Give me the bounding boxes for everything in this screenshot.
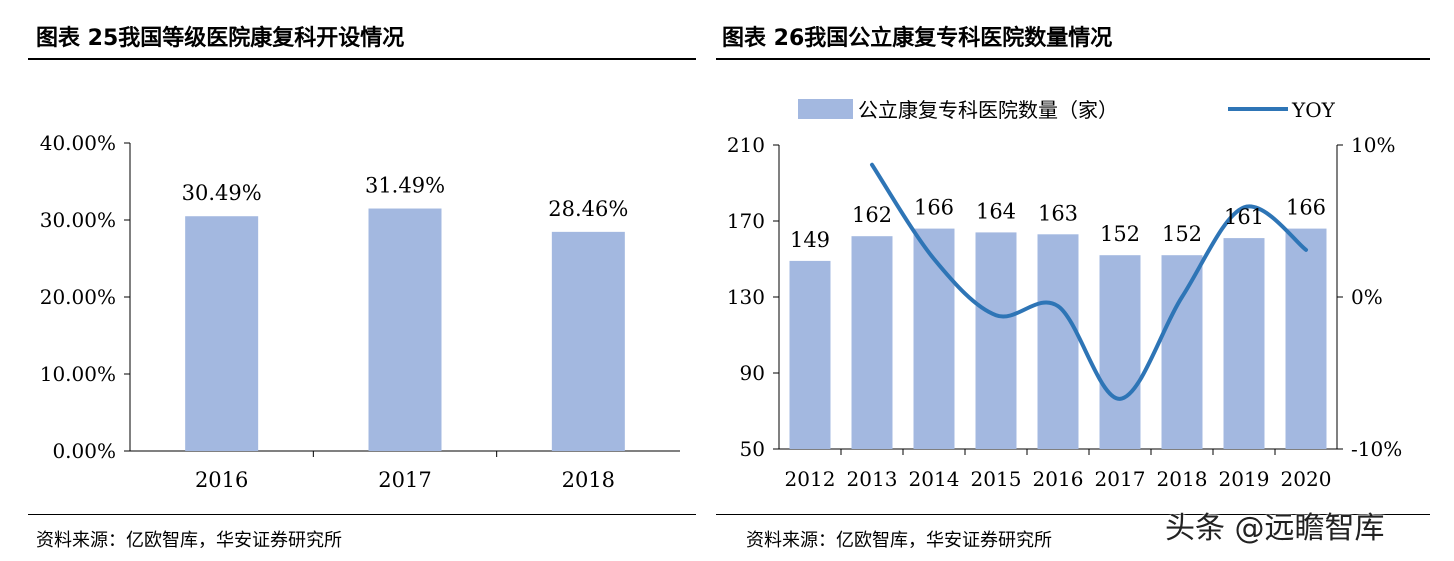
x-tick-label: 2018 bbox=[562, 468, 615, 492]
x-tick-label: 2013 bbox=[847, 467, 898, 491]
bar bbox=[1285, 228, 1327, 449]
right-combo-chart: 50 90 130 170 210 -10% 0% 10% 2012 2013 2014 2015 20… bbox=[727, 98, 1402, 491]
x-tick-label: 2019 bbox=[1219, 467, 1270, 491]
x-tick-label: 2017 bbox=[378, 468, 431, 492]
x-tick-label: 2014 bbox=[909, 467, 960, 491]
left-y-tick-label: 170 bbox=[727, 209, 765, 233]
yoy-line bbox=[870, 162, 1308, 401]
right-y-tick-label: 0% bbox=[1351, 285, 1383, 309]
data-label: 152 bbox=[1162, 222, 1202, 246]
left-source-note: 资料来源：亿欧智库，华安证券研究所 bbox=[36, 530, 342, 551]
right-title-rule bbox=[716, 58, 1430, 60]
legend-bar-label: 公立康复专科医院数量（家） bbox=[858, 98, 1118, 122]
x-tick-label: 2016 bbox=[195, 468, 248, 492]
data-label: 164 bbox=[976, 199, 1016, 223]
legend-bar-swatch bbox=[798, 99, 853, 119]
y-tick-label: 40.00% bbox=[40, 131, 116, 155]
watermark: 头条 @远瞻智库 bbox=[1165, 511, 1385, 546]
bar bbox=[789, 260, 831, 449]
bar bbox=[368, 208, 442, 451]
data-label: 152 bbox=[1100, 222, 1140, 246]
x-tick-label: 2012 bbox=[785, 467, 836, 491]
left-bar-chart: 0.00% 10.00% 20.00% 30.00% 40.00% 30.49% 2016 3… bbox=[40, 131, 680, 492]
left-title-rule bbox=[28, 58, 696, 60]
left-y-tick-label: 210 bbox=[727, 133, 765, 157]
y-tick-label: 0.00% bbox=[52, 439, 116, 463]
bar bbox=[1037, 234, 1079, 449]
data-label: 163 bbox=[1038, 201, 1078, 225]
x-tick-label: 2018 bbox=[1157, 467, 1208, 491]
x-tick-label: 2020 bbox=[1281, 467, 1332, 491]
legend-line-label: YOY bbox=[1291, 98, 1336, 122]
data-label: 31.49% bbox=[365, 174, 445, 198]
left-source-rule bbox=[28, 514, 696, 515]
bar bbox=[1223, 238, 1265, 449]
bar bbox=[851, 236, 893, 449]
data-label: 162 bbox=[852, 203, 892, 227]
data-label: 30.49% bbox=[182, 181, 262, 205]
data-label: 166 bbox=[1286, 196, 1326, 220]
bar bbox=[551, 231, 625, 451]
right-source-note: 资料来源：亿欧智库，华安证券研究所 bbox=[746, 530, 1052, 551]
bar bbox=[975, 232, 1017, 449]
y-tick-label: 30.00% bbox=[40, 208, 116, 232]
right-chart-title: 图表 26我国公立康复专科医院数量情况 bbox=[722, 26, 1113, 51]
right-y-tick-label: 10% bbox=[1351, 133, 1395, 157]
y-tick-label: 10.00% bbox=[40, 362, 116, 386]
x-tick-label: 2016 bbox=[1033, 467, 1084, 491]
left-y-tick-label: 90 bbox=[740, 361, 765, 385]
left-chart-title: 图表 25我国等级医院康复科开设情况 bbox=[36, 26, 405, 51]
y-tick-label: 20.00% bbox=[40, 285, 116, 309]
x-tick-label: 2017 bbox=[1095, 467, 1146, 491]
bar bbox=[1099, 255, 1141, 449]
data-label: 149 bbox=[790, 228, 830, 252]
right-y-tick-label: -10% bbox=[1351, 437, 1402, 461]
data-label: 28.46% bbox=[548, 197, 628, 221]
panel-right: 图表 26我国公立康复专科医院数量情况 50 90 130 170 210 -10% 0% 1… bbox=[710, 0, 1454, 561]
right-source-rule bbox=[716, 514, 1430, 515]
bar bbox=[913, 228, 955, 449]
data-label: 161 bbox=[1224, 205, 1264, 229]
bar bbox=[185, 216, 259, 451]
panel-left: 图表 25我国等级医院康复科开设情况 0.00% 10.00% 20.00% 30.0… bbox=[0, 0, 700, 561]
left-y-tick-label: 130 bbox=[727, 285, 765, 309]
left-y-tick-label: 50 bbox=[740, 437, 765, 461]
bar bbox=[1161, 255, 1203, 449]
data-label: 166 bbox=[914, 196, 954, 220]
x-tick-label: 2015 bbox=[971, 467, 1022, 491]
